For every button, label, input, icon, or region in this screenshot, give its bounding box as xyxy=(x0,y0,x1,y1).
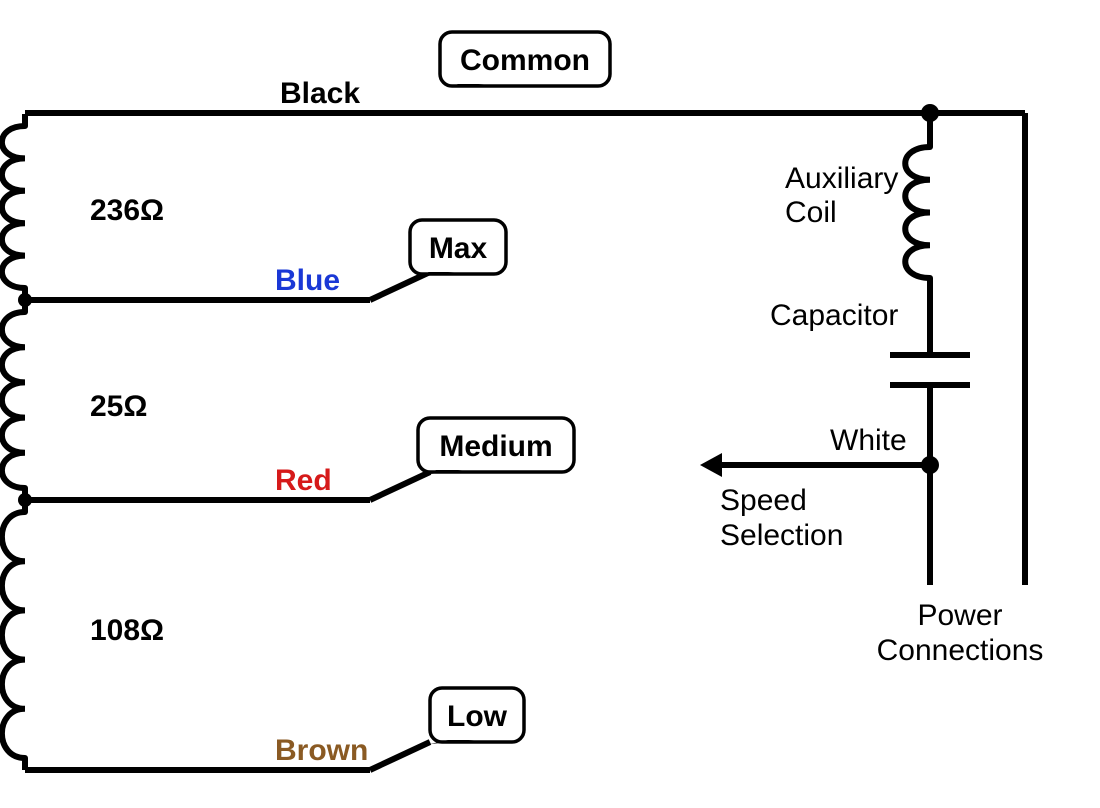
aux-coil-label-0: Auxiliary xyxy=(785,162,898,195)
wire-slant-medium xyxy=(370,472,430,500)
power-label-1: Power xyxy=(917,599,1002,632)
callout-text-max: Max xyxy=(429,232,488,265)
wire-label-low: Brown xyxy=(275,734,368,767)
wire-label-medium: Red xyxy=(275,464,332,497)
resistance-label-coil_bottom: 108Ω xyxy=(90,614,164,647)
wire-slant-low xyxy=(370,742,430,770)
callout-text-medium: Medium xyxy=(439,430,552,463)
junction-medium xyxy=(18,493,32,507)
junction-max xyxy=(18,293,32,307)
power-label-2: Connections xyxy=(877,634,1044,667)
aux-coil-label-1: Coil xyxy=(785,196,837,229)
capacitor-label: Capacitor xyxy=(770,299,898,332)
callout-text-low: Low xyxy=(447,700,508,733)
white-label: White xyxy=(830,424,907,457)
resistance-label-coil_top: 236Ω xyxy=(90,194,164,227)
speed-arrow-head xyxy=(700,453,722,477)
callout-text-common: Common xyxy=(460,44,590,77)
resistance-label-coil_mid: 25Ω xyxy=(90,390,147,423)
wire-label-common: Black xyxy=(280,77,360,110)
speed-label-2: Selection xyxy=(720,519,843,552)
wire-slant-max xyxy=(370,272,430,300)
motor-wiring-diagram: 236Ω 25Ω 108Ω Black Common Blue Max Red Medium Br… xyxy=(0,0,1100,808)
wire-label-max: Blue xyxy=(275,264,340,297)
speed-label-1: Speed xyxy=(720,484,807,517)
